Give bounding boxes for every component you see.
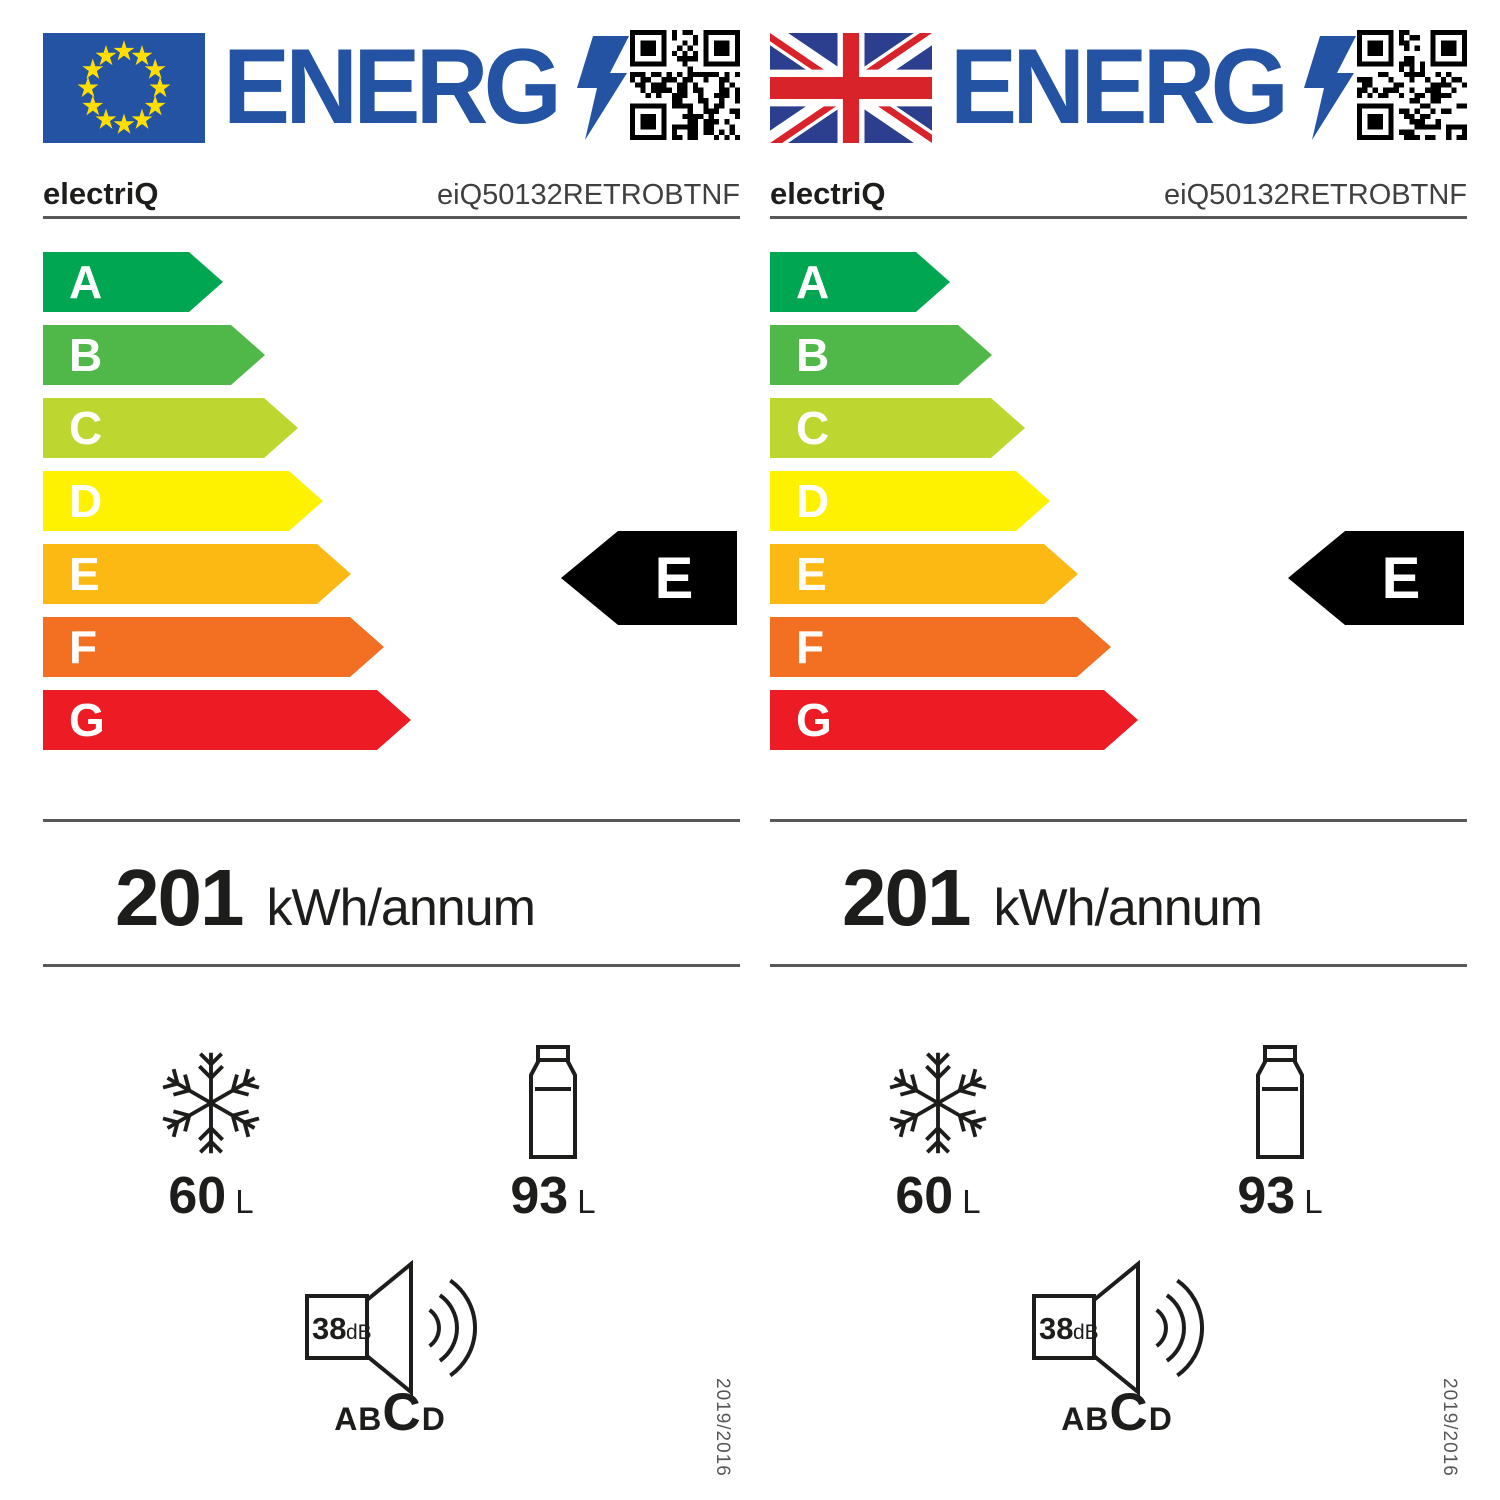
supplier-name: electriQ <box>770 176 886 211</box>
class-letter: F <box>796 621 825 673</box>
fridge-volume-unit: L <box>577 1183 596 1220</box>
brand-row: electriQ eiQ50132RETROBTNF <box>770 176 1467 212</box>
class-bar-a: A <box>770 252 950 312</box>
supplier-name: electriQ <box>43 176 159 211</box>
noise-class-c-active: C <box>1109 1383 1149 1442</box>
divider <box>43 216 740 219</box>
noise-speaker-icon: 38 dB <box>1032 1259 1205 1397</box>
energy-logo-text: ENERG <box>223 26 562 146</box>
divider <box>43 964 740 967</box>
freezer-volume: 60 L <box>111 1166 311 1226</box>
model-identifier: eiQ50132RETROBTNF <box>437 179 740 211</box>
noise-class-scale: ABCD <box>290 1382 490 1443</box>
freezer-snowflake-icon <box>162 1052 260 1154</box>
noise-class-d: D <box>421 1401 446 1437</box>
noise-class-a: A <box>1061 1401 1086 1437</box>
regulation-reference: 2019/2016 <box>1439 1378 1460 1477</box>
freezer-volume-value: 60 <box>895 1167 954 1225</box>
energy-value: 201 <box>115 853 244 942</box>
freezer-snowflake-icon <box>889 1052 987 1154</box>
fridge-volume: 93 L <box>1180 1166 1380 1226</box>
noise-class-a: A <box>334 1401 359 1437</box>
fridge-volume: 93 L <box>453 1166 653 1226</box>
noise-unit: dB <box>346 1321 372 1344</box>
noise-class-c-active: C <box>382 1383 422 1442</box>
annual-energy-consumption: 201 kWh/annum <box>115 852 536 944</box>
energy-logo-text: ENERG <box>950 26 1289 146</box>
class-letter: G <box>69 694 105 746</box>
freezer-volume-value: 60 <box>168 1167 227 1225</box>
energy-label-eu: ENERG electriQ eiQ50132RETROBTNF A B C D… <box>43 0 740 1500</box>
qr-code-icon <box>1357 30 1467 140</box>
fridge-volume-unit: L <box>1304 1183 1323 1220</box>
rating-grade: E <box>654 545 694 611</box>
brand-row: electriQ eiQ50132RETROBTNF <box>43 176 740 212</box>
class-bar-c: C <box>770 398 1025 458</box>
freezer-volume-unit: L <box>962 1183 981 1220</box>
energy-class-scale: A B C D E F G <box>770 252 1467 763</box>
energy-unit: kWh/annum <box>266 879 535 937</box>
class-bar-a: A <box>43 252 223 312</box>
eu-flag-icon <box>43 33 205 143</box>
noise-unit: dB <box>1073 1321 1099 1344</box>
class-bar-e: E <box>43 544 351 604</box>
class-bar-g: G <box>43 690 411 750</box>
noise-value: 38 <box>312 1311 346 1346</box>
divider <box>43 819 740 822</box>
class-letter: C <box>69 402 103 454</box>
regulation-reference: 2019/2016 <box>712 1378 733 1477</box>
noise-class-scale: ABCD <box>1017 1382 1217 1443</box>
class-letter: A <box>796 256 830 308</box>
class-bar-f: F <box>43 617 384 677</box>
qr-code-icon <box>630 30 740 140</box>
class-letter: E <box>69 548 100 600</box>
annual-energy-consumption: 201 kWh/annum <box>842 852 1263 944</box>
divider <box>770 964 1467 967</box>
energy-value: 201 <box>842 853 971 942</box>
lightning-bolt-icon <box>1304 36 1356 140</box>
class-bar-g: G <box>770 690 1138 750</box>
noise-speaker-icon: 38 dB <box>305 1259 478 1397</box>
noise-class-d: D <box>1148 1401 1173 1437</box>
divider <box>770 216 1467 219</box>
class-bar-b: B <box>43 325 265 385</box>
class-letter: E <box>796 548 827 600</box>
freezer-volume-unit: L <box>235 1183 254 1220</box>
noise-class-b: B <box>358 1401 383 1437</box>
class-letter: G <box>796 694 832 746</box>
class-letter: F <box>69 621 98 673</box>
class-bar-e: E <box>770 544 1078 604</box>
fridge-volume-value: 93 <box>1237 1167 1296 1225</box>
energy-class-scale: A B C D E F G <box>43 252 740 763</box>
energy-label-uk: ENERG electriQ eiQ50132RETROBTNF A B C D… <box>770 0 1467 1500</box>
class-letter: A <box>69 256 103 308</box>
noise-value: 38 <box>1039 1311 1073 1346</box>
class-letter: B <box>796 329 830 381</box>
fridge-bottle-icon <box>529 1045 577 1159</box>
class-bar-d: D <box>770 471 1050 531</box>
class-letter: B <box>69 329 103 381</box>
divider <box>770 819 1467 822</box>
freezer-volume: 60 L <box>838 1166 1038 1226</box>
model-identifier: eiQ50132RETROBTNF <box>1164 179 1467 211</box>
class-bar-d: D <box>43 471 323 531</box>
class-letter: D <box>69 475 103 527</box>
class-bar-b: B <box>770 325 992 385</box>
energy-unit: kWh/annum <box>993 879 1262 937</box>
class-bar-c: C <box>43 398 298 458</box>
rating-grade: E <box>1381 545 1421 611</box>
uk-flag-icon <box>770 33 932 143</box>
fridge-bottle-icon <box>1256 1045 1304 1159</box>
fridge-volume-value: 93 <box>510 1167 569 1225</box>
lightning-bolt-icon <box>577 36 629 140</box>
class-bar-f: F <box>770 617 1111 677</box>
class-letter: D <box>796 475 830 527</box>
noise-class-b: B <box>1085 1401 1110 1437</box>
class-letter: C <box>796 402 830 454</box>
